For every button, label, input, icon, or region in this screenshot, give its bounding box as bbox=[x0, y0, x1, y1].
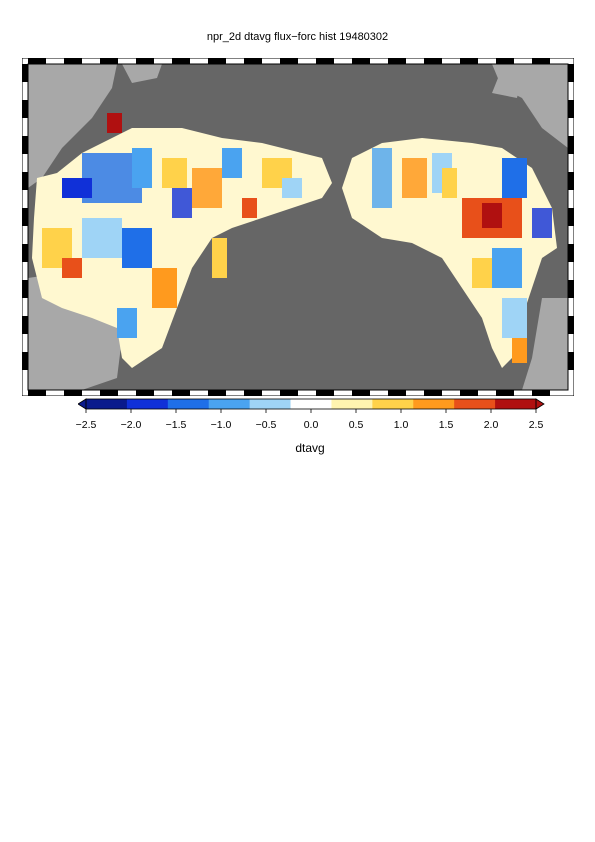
colorbar-tick-label: −1.5 bbox=[165, 419, 187, 431]
map-panel bbox=[22, 58, 574, 396]
colorbar-swatch bbox=[208, 399, 251, 409]
colorbar-swatch bbox=[372, 399, 414, 409]
colorbar-tick-label: 2.5 bbox=[528, 419, 544, 431]
plot-title: npr_2d dtavg flux−forc hist 19480302 bbox=[206, 31, 389, 43]
colorbar bbox=[78, 398, 545, 413]
colorbar-tick-label: −2.0 bbox=[120, 419, 142, 431]
colorbar-swatch bbox=[126, 399, 169, 409]
colorbar-label: dtavg bbox=[295, 441, 325, 455]
colorbar-tick-label: −0.5 bbox=[255, 419, 277, 431]
eurasia-field bbox=[32, 113, 332, 368]
colorbar-tick-label: 0.0 bbox=[303, 419, 319, 431]
colorbar-swatch bbox=[86, 399, 128, 409]
north-america-field bbox=[342, 138, 557, 368]
colorbar-tick-label: 0.5 bbox=[348, 419, 364, 431]
colorbar-swatch bbox=[167, 399, 210, 409]
colorbar-tick-label: −2.5 bbox=[75, 419, 97, 431]
colorbar-tick-label: 1.5 bbox=[438, 419, 454, 431]
colorbar-tick-label: −1.0 bbox=[210, 419, 232, 431]
map-frame bbox=[22, 58, 574, 396]
colorbar-swatch bbox=[331, 399, 373, 409]
colorbar-swatch bbox=[249, 399, 292, 409]
colorbar-swatch bbox=[413, 399, 455, 409]
colorbar-extend-high bbox=[535, 398, 545, 410]
colorbar-swatch bbox=[454, 399, 496, 409]
colorbar-swatch bbox=[495, 399, 537, 409]
colorbar-swatch bbox=[290, 399, 332, 409]
colorbar-extend-low bbox=[78, 398, 87, 410]
land bbox=[28, 64, 568, 390]
colorbar-tick-label: 1.0 bbox=[393, 419, 409, 431]
colorbar-tick-label: 2.0 bbox=[483, 419, 499, 431]
